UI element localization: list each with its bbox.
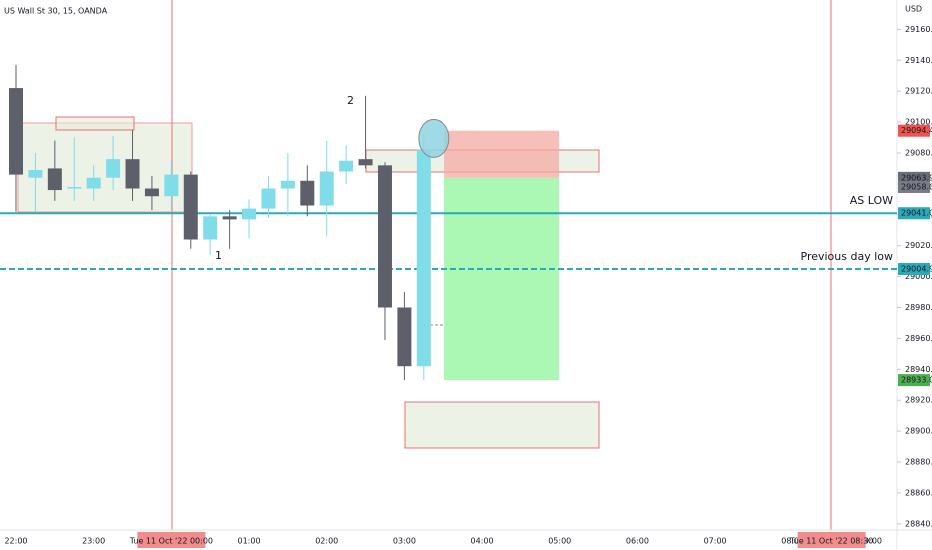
candle-body (300, 180, 315, 206)
price-tag-label: 29063.9 (901, 173, 932, 182)
candle-body (28, 169, 43, 178)
candle-body (86, 177, 101, 189)
y-tick-label: 28920.0 (905, 396, 932, 405)
y-tick-label: 28860.0 (905, 488, 932, 497)
candle-body (203, 216, 218, 240)
time-highlight (797, 532, 866, 548)
candle-body (106, 159, 121, 178)
candle-body (319, 171, 334, 206)
x-tick-label: 01:00 (238, 537, 261, 546)
price-tag (898, 171, 930, 184)
y-tick-label: 29140.0 (905, 56, 932, 65)
time-highlight (137, 532, 206, 548)
level-name: AS LOW (850, 194, 893, 207)
chart-title: US Wall St 30, 15, OANDA (4, 7, 108, 16)
y-tick-label: 28940.0 (905, 365, 932, 374)
price-tag-label: 29058.0 (901, 182, 932, 191)
x-tick-label: 23:00 (82, 537, 105, 546)
candle-body (222, 216, 237, 220)
price-tag (898, 263, 930, 276)
x-tick-label: 09:00 (859, 537, 882, 546)
candle-body (47, 168, 62, 191)
y-tick-label: 28980.0 (905, 303, 932, 312)
candle-body (183, 174, 198, 240)
price-tag-label: 29004.9 (901, 265, 932, 274)
x-tick-label: 03:00 (393, 537, 416, 546)
price-tag (898, 207, 930, 220)
y-tick-label: 28960.0 (905, 334, 932, 343)
y-tick-label: 28880.0 (905, 458, 932, 467)
x-tick-label: 08:00 (781, 537, 804, 546)
x-tick-label: 05:00 (548, 537, 571, 546)
x-tick-label: 06:00 (626, 537, 649, 546)
currency: USD (905, 5, 922, 14)
crosshair-label: Tue 11 Oct '22 08:30 (789, 537, 873, 546)
x-tick-label: 04:00 (471, 537, 494, 546)
price-tag-label: 28933.0 (901, 376, 932, 385)
candles (9, 64, 431, 381)
price-tag (898, 124, 930, 137)
y-tick-label: 29000.0 (905, 272, 932, 281)
candle-body (164, 174, 179, 197)
annotation: 1 (215, 249, 222, 262)
x-tick-label: 02:00 (315, 537, 338, 546)
zone-box (404, 401, 600, 449)
x-tick-label: 22:00 (4, 537, 27, 546)
candle-body (358, 159, 373, 166)
x-tick-label: 07:00 (704, 537, 727, 546)
candle-body (397, 307, 412, 367)
candle-body (67, 186, 82, 189)
y-tick-label: 29160.0 (905, 25, 932, 34)
y-tick-label: 28840.0 (905, 519, 932, 528)
candle-body (242, 208, 257, 220)
candle-body (9, 88, 23, 175)
y-tick-label: 29080.0 (905, 148, 932, 157)
price-tag-label: 29041.0 (901, 209, 932, 218)
y-tick-label: 29100.0 (905, 118, 932, 127)
candle-body (280, 180, 295, 189)
price-tag (898, 374, 930, 387)
y-tick-label: 29020.0 (905, 241, 932, 250)
zone-box (55, 116, 135, 131)
y-tick-label: 29120.0 (905, 87, 932, 96)
highlight (418, 118, 450, 158)
level-name: Previous day low (801, 250, 894, 263)
candle-body (416, 149, 431, 367)
candle-body (339, 160, 354, 172)
price-tag (898, 180, 930, 193)
target-zone (444, 177, 559, 381)
candle-body (377, 165, 392, 308)
zone-box (17, 122, 193, 213)
x-tick-label: Tue 11 Oct '22 00:00 (129, 537, 213, 546)
stop-zone (444, 130, 559, 178)
annotation: 2 (347, 94, 354, 107)
y-tick-label: 28900.0 (905, 427, 932, 436)
candle-body (261, 188, 276, 209)
price-tag-label: 29094.4 (901, 126, 932, 135)
candle-body (125, 159, 140, 189)
candle-body (144, 188, 159, 197)
